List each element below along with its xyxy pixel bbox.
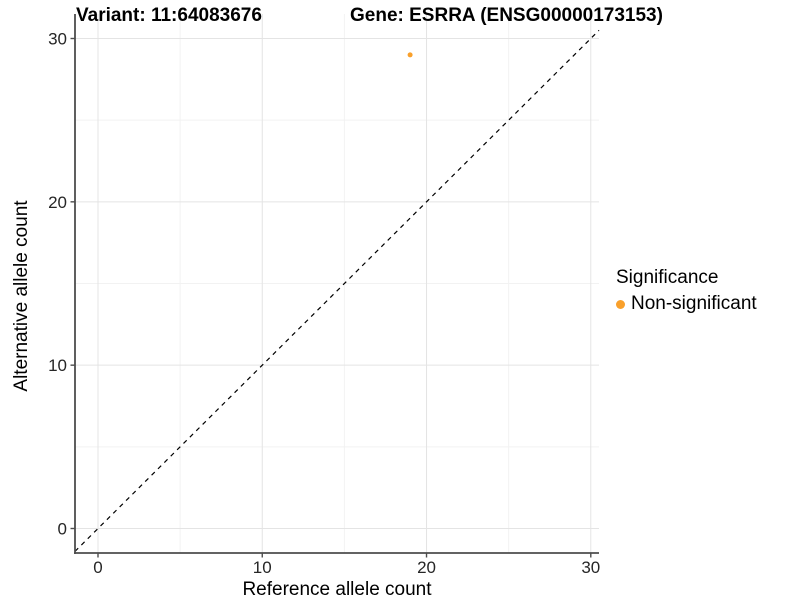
x-tick-label: 0	[93, 558, 102, 577]
legend-item-label: Non-significant	[631, 293, 757, 314]
x-axis-title: Reference allele count	[242, 579, 432, 600]
y-tick-label: 30	[48, 30, 67, 49]
x-tick-label: 20	[417, 558, 436, 577]
x-tick-label: 30	[581, 558, 600, 577]
identity-reference-line	[74, 29, 600, 552]
legend-title: Significance	[616, 267, 719, 288]
y-tick-label: 10	[48, 356, 67, 375]
x-tick-label: 10	[253, 558, 272, 577]
y-axis-title: Alternative allele count	[11, 200, 32, 392]
plot-title-gene: Gene: ESRRA (ENSG00000173153)	[350, 5, 663, 26]
data-point	[407, 52, 413, 58]
y-tick-label: 0	[58, 520, 67, 539]
legend-item-non-significant: Non-significant	[616, 293, 757, 315]
legend-key-dot-icon	[616, 299, 625, 309]
legend: Significance Non-significant	[616, 267, 757, 315]
plot-title-variant: Variant: 11:64083676	[76, 5, 262, 26]
y-tick-label: 20	[48, 193, 67, 212]
